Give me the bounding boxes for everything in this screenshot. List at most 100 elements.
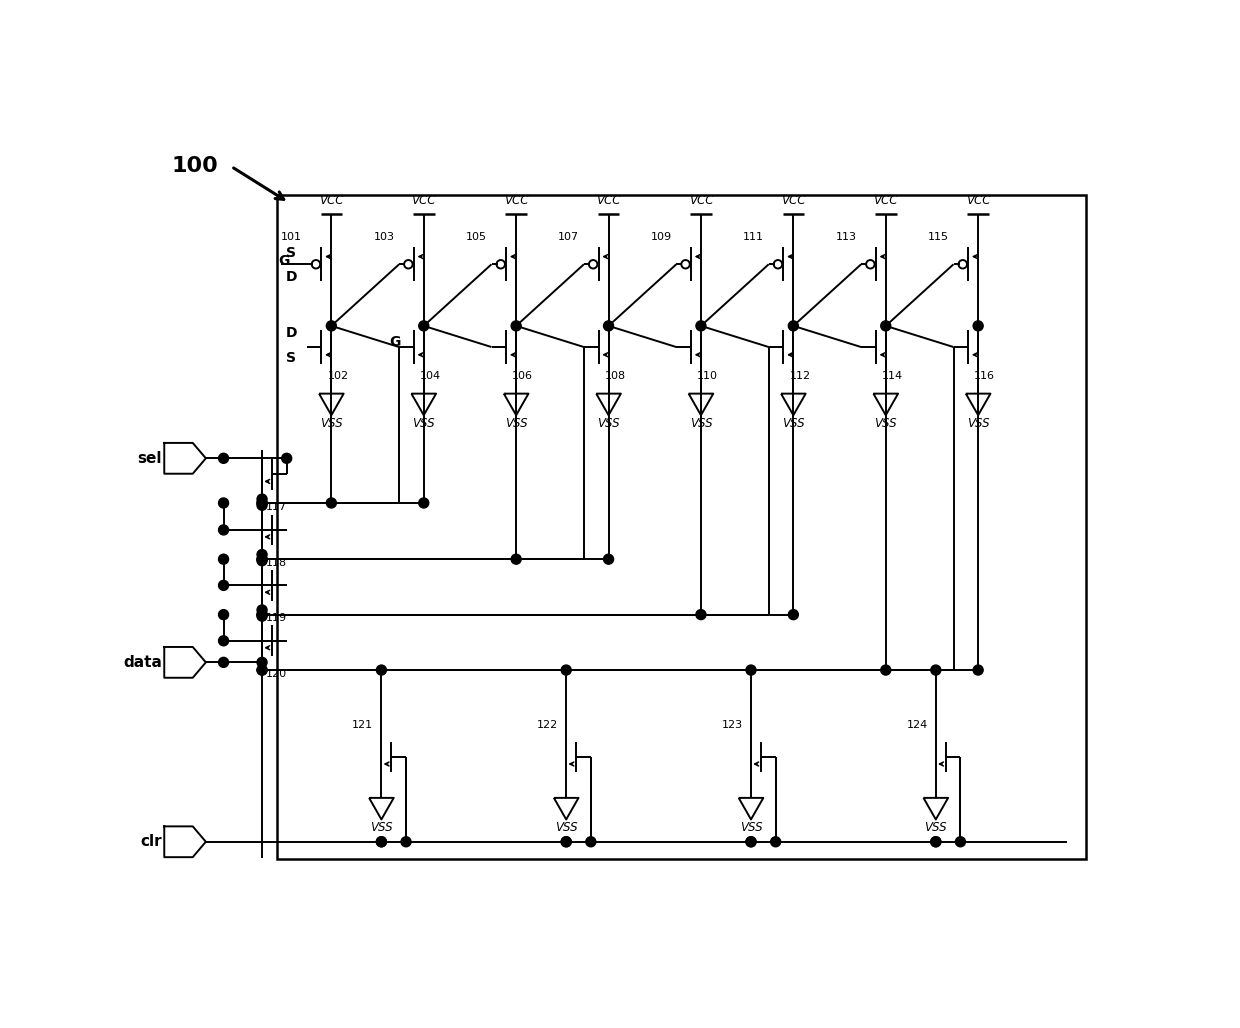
- Circle shape: [257, 665, 267, 675]
- Text: 124: 124: [906, 721, 928, 730]
- Text: VCC: VCC: [873, 193, 898, 207]
- Text: 121: 121: [352, 721, 373, 730]
- Text: sel: sel: [138, 451, 162, 466]
- Circle shape: [377, 665, 387, 675]
- Text: 122: 122: [537, 721, 558, 730]
- Circle shape: [956, 837, 966, 847]
- Text: 108: 108: [605, 371, 626, 381]
- Circle shape: [696, 610, 706, 620]
- Text: VSS: VSS: [413, 416, 435, 430]
- Text: VCC: VCC: [781, 193, 806, 207]
- Circle shape: [770, 837, 781, 847]
- Circle shape: [746, 665, 756, 675]
- Circle shape: [218, 554, 228, 564]
- Circle shape: [931, 837, 941, 847]
- Text: S: S: [286, 351, 296, 365]
- Circle shape: [696, 321, 706, 331]
- Circle shape: [789, 610, 799, 620]
- Circle shape: [562, 665, 572, 675]
- Text: 119: 119: [265, 613, 286, 623]
- Circle shape: [257, 494, 267, 504]
- Text: 103: 103: [373, 232, 394, 242]
- Text: VSS: VSS: [967, 416, 990, 430]
- Text: 117: 117: [265, 503, 286, 512]
- Circle shape: [257, 554, 267, 564]
- Circle shape: [746, 837, 756, 847]
- Text: VCC: VCC: [412, 193, 436, 207]
- Text: 109: 109: [651, 232, 672, 242]
- Circle shape: [257, 612, 267, 621]
- Text: G: G: [278, 254, 289, 268]
- Text: 105: 105: [466, 232, 487, 242]
- Text: clr: clr: [140, 835, 162, 849]
- Text: VCC: VCC: [596, 193, 621, 207]
- Text: D: D: [285, 326, 298, 340]
- Text: 115: 115: [928, 232, 949, 242]
- Circle shape: [973, 665, 983, 675]
- Text: VCC: VCC: [503, 193, 528, 207]
- Circle shape: [257, 501, 267, 510]
- Text: VSS: VSS: [554, 821, 578, 834]
- Circle shape: [257, 554, 267, 564]
- Circle shape: [973, 321, 983, 331]
- Circle shape: [218, 635, 228, 646]
- Text: data: data: [123, 655, 162, 670]
- Circle shape: [377, 837, 387, 847]
- Circle shape: [511, 321, 521, 331]
- Text: VSS: VSS: [925, 821, 947, 834]
- Text: VSS: VSS: [689, 416, 712, 430]
- Circle shape: [218, 657, 228, 667]
- Circle shape: [326, 321, 336, 331]
- Text: 101: 101: [281, 232, 303, 242]
- Text: 116: 116: [975, 371, 996, 381]
- Text: 114: 114: [882, 371, 903, 381]
- Circle shape: [604, 321, 614, 331]
- Bar: [278, 195, 1086, 859]
- Circle shape: [880, 665, 890, 675]
- Text: VCC: VCC: [319, 193, 343, 207]
- Circle shape: [789, 321, 799, 331]
- Circle shape: [419, 498, 429, 508]
- Circle shape: [604, 554, 614, 564]
- Circle shape: [218, 581, 228, 590]
- Circle shape: [419, 321, 429, 331]
- Circle shape: [585, 837, 596, 847]
- Circle shape: [257, 610, 267, 620]
- Circle shape: [257, 556, 267, 565]
- Text: VSS: VSS: [370, 821, 393, 834]
- Circle shape: [257, 610, 267, 620]
- Circle shape: [218, 525, 228, 535]
- Text: 107: 107: [558, 232, 579, 242]
- Text: 111: 111: [743, 232, 764, 242]
- Text: VSS: VSS: [874, 416, 897, 430]
- Circle shape: [218, 610, 228, 620]
- Circle shape: [257, 550, 267, 559]
- Circle shape: [377, 837, 387, 847]
- Text: 112: 112: [790, 371, 811, 381]
- Circle shape: [401, 837, 410, 847]
- Circle shape: [281, 453, 291, 464]
- Text: 123: 123: [722, 721, 743, 730]
- Circle shape: [562, 837, 572, 847]
- Circle shape: [931, 837, 941, 847]
- Text: VSS: VSS: [782, 416, 805, 430]
- Text: VSS: VSS: [505, 416, 527, 430]
- Circle shape: [257, 665, 267, 675]
- Text: G: G: [389, 335, 401, 350]
- Circle shape: [257, 498, 267, 508]
- Circle shape: [511, 554, 521, 564]
- Circle shape: [880, 321, 890, 331]
- Text: 102: 102: [327, 371, 348, 381]
- Text: VSS: VSS: [740, 821, 763, 834]
- Text: 120: 120: [265, 668, 286, 678]
- Circle shape: [326, 498, 336, 508]
- Text: VCC: VCC: [966, 193, 991, 207]
- Text: VSS: VSS: [320, 416, 342, 430]
- Text: VCC: VCC: [688, 193, 713, 207]
- Text: 113: 113: [836, 232, 857, 242]
- Text: 106: 106: [512, 371, 533, 381]
- Text: 104: 104: [420, 371, 441, 381]
- Circle shape: [257, 498, 267, 508]
- Circle shape: [218, 453, 228, 464]
- Circle shape: [257, 605, 267, 615]
